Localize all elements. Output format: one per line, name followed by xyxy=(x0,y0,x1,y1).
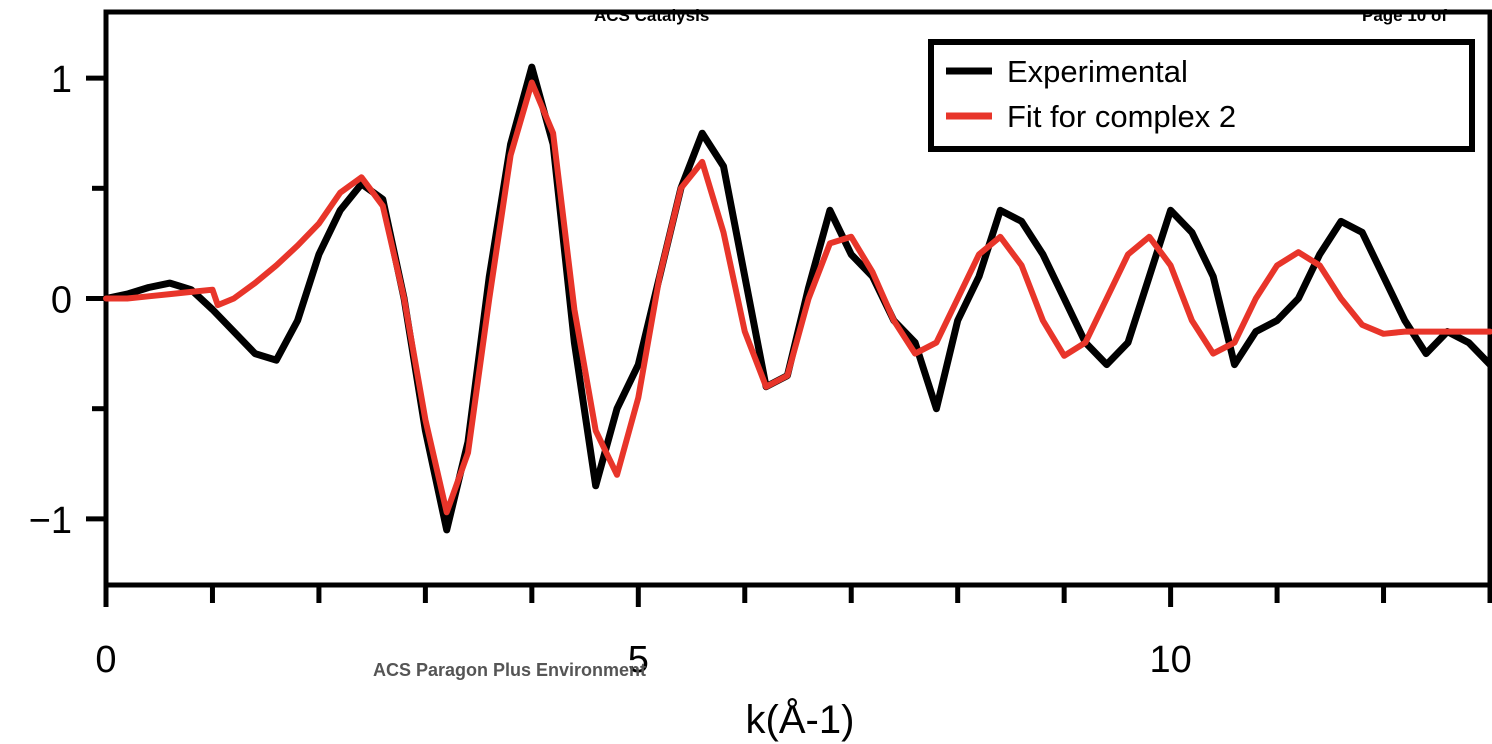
legend-label: Fit for complex 2 xyxy=(1007,99,1236,134)
chart-series xyxy=(102,63,1492,534)
legend-box xyxy=(928,39,1475,152)
page-footer: ACS Paragon Plus Environment xyxy=(373,660,647,680)
legend-label: Experimental xyxy=(1007,54,1188,89)
y-tick-label: 0 xyxy=(51,280,72,322)
x-tick-label: 0 xyxy=(95,639,116,681)
chart-legend: Experimental Fit for complex 2 xyxy=(928,39,1475,152)
y-tick-label: −1 xyxy=(29,500,72,542)
y-tick-label: 1 xyxy=(51,59,72,101)
x-axis-title: k(Å-1) xyxy=(746,697,855,742)
x-tick-label: 5 xyxy=(628,639,649,681)
series-fit-line xyxy=(103,79,1492,516)
x-tick-label: 10 xyxy=(1149,639,1191,681)
